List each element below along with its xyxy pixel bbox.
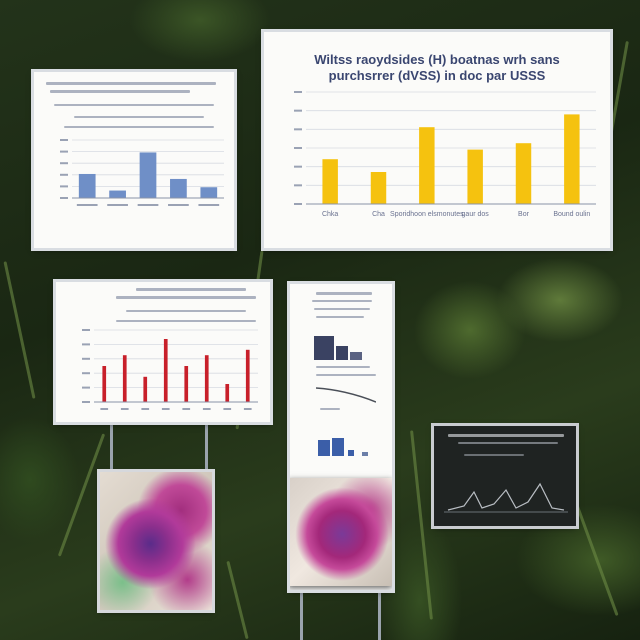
bar bbox=[322, 159, 337, 204]
x-tick-mark bbox=[162, 408, 170, 410]
chart-title-line-1: Wiltss raoydsides (H) boatnas wrh sans bbox=[264, 52, 610, 68]
x-tick-mark bbox=[77, 204, 98, 206]
poster-heading bbox=[50, 90, 190, 93]
poster-subheading bbox=[116, 320, 256, 322]
bar bbox=[205, 355, 209, 402]
dark-line-plot-poster bbox=[434, 426, 576, 526]
doc-mini-bars bbox=[318, 434, 380, 456]
bar bbox=[184, 366, 188, 402]
y-tick-mark bbox=[294, 203, 302, 205]
poster-subheading bbox=[126, 310, 246, 312]
y-tick-mark bbox=[294, 166, 302, 168]
display-pole bbox=[205, 424, 208, 474]
red-bar-chart-poster bbox=[56, 282, 270, 422]
y-tick-mark bbox=[294, 110, 302, 112]
x-tick-mark bbox=[141, 408, 149, 410]
y-tick-mark bbox=[82, 387, 90, 389]
display-pole bbox=[378, 590, 381, 640]
x-tick-mark bbox=[244, 408, 252, 410]
y-tick-mark bbox=[60, 197, 68, 199]
chart-title-line-2: purchsrrer (dVSS) in doc par USSS bbox=[264, 68, 610, 84]
x-tick-label: Bor bbox=[518, 211, 530, 218]
x-tick-mark bbox=[100, 408, 108, 410]
blue-bar-chart-poster bbox=[34, 72, 234, 248]
display-pole bbox=[300, 590, 303, 640]
dark-line-plot bbox=[444, 462, 568, 518]
x-tick-mark bbox=[182, 408, 190, 410]
x-tick-mark bbox=[121, 408, 129, 410]
x-tick-label: Cha bbox=[372, 211, 385, 218]
y-tick-mark bbox=[82, 401, 90, 403]
poster-subheading bbox=[64, 126, 214, 128]
doc-text-line bbox=[316, 316, 364, 318]
doc-text-line bbox=[320, 408, 340, 410]
x-tick-label: Chka bbox=[322, 211, 338, 218]
cell-micrograph-large bbox=[100, 472, 212, 610]
bar bbox=[109, 191, 126, 198]
y-tick-mark bbox=[60, 162, 68, 164]
bar bbox=[467, 150, 482, 204]
y-tick-mark bbox=[82, 343, 90, 345]
doc-mini-chart bbox=[314, 334, 364, 360]
bar bbox=[225, 384, 229, 402]
poster-heading bbox=[448, 434, 564, 437]
bar bbox=[371, 172, 386, 204]
poster-heading bbox=[46, 82, 216, 85]
doc-text-line bbox=[316, 292, 372, 295]
poster-subheading bbox=[74, 116, 204, 118]
x-tick-label: gaur dos bbox=[462, 211, 490, 218]
bar bbox=[200, 187, 217, 198]
poster-heading bbox=[116, 296, 256, 299]
bar bbox=[102, 366, 106, 402]
x-tick-label: Sporidhoon elsmonutes bbox=[390, 211, 464, 218]
y-tick-mark bbox=[82, 329, 90, 331]
x-tick-mark bbox=[138, 204, 159, 206]
y-tick-mark bbox=[82, 372, 90, 374]
x-tick-mark bbox=[223, 408, 231, 410]
doc-text-line bbox=[312, 300, 372, 302]
blue-bar-chart bbox=[44, 136, 230, 236]
bar bbox=[516, 143, 531, 204]
document-poster bbox=[290, 284, 392, 590]
bar bbox=[246, 350, 250, 402]
bar bbox=[140, 152, 157, 198]
gold-bar-chart-poster: Wiltss raoydsides (H) boatnas wrh sans p… bbox=[264, 32, 610, 248]
display-pole bbox=[110, 424, 113, 474]
poster-subheading bbox=[54, 104, 214, 106]
bar bbox=[123, 355, 127, 402]
bar bbox=[564, 114, 579, 204]
bar bbox=[143, 377, 147, 402]
y-tick-mark bbox=[60, 139, 68, 141]
bar bbox=[170, 179, 187, 198]
bar bbox=[419, 127, 434, 204]
cell-micrograph-small bbox=[290, 478, 392, 586]
y-tick-mark bbox=[294, 147, 302, 149]
doc-text-line bbox=[316, 366, 370, 368]
y-tick-mark bbox=[60, 174, 68, 176]
y-tick-mark bbox=[294, 184, 302, 186]
x-tick-label: Bound oulin bbox=[553, 211, 590, 218]
x-tick-mark bbox=[168, 204, 189, 206]
doc-curve bbox=[316, 386, 376, 404]
x-tick-mark bbox=[203, 408, 211, 410]
bar bbox=[79, 174, 96, 198]
poster-heading bbox=[458, 442, 558, 444]
poster-subheading bbox=[464, 454, 524, 456]
y-tick-mark bbox=[294, 91, 302, 93]
y-tick-mark bbox=[294, 128, 302, 130]
red-bar-chart bbox=[64, 324, 264, 416]
x-tick-mark bbox=[107, 204, 128, 206]
y-tick-mark bbox=[82, 358, 90, 360]
doc-text-line bbox=[314, 308, 370, 310]
y-tick-mark bbox=[60, 185, 68, 187]
y-tick-mark bbox=[60, 151, 68, 153]
x-tick-mark bbox=[198, 204, 219, 206]
bar bbox=[164, 339, 168, 402]
doc-text-line bbox=[316, 374, 376, 376]
poster-heading bbox=[136, 288, 246, 291]
